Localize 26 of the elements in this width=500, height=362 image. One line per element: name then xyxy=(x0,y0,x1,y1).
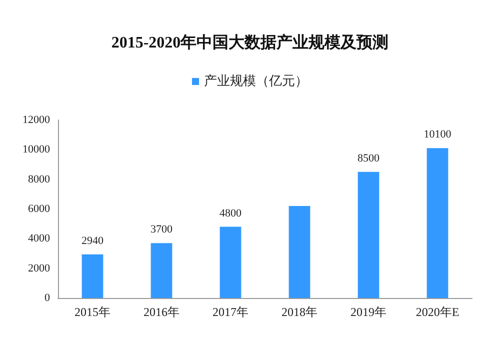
x-tick-label: 2015年 xyxy=(74,305,110,319)
legend-label: 产业规模（亿元） xyxy=(204,74,308,89)
bar xyxy=(82,254,104,298)
data-label: 3700 xyxy=(150,224,173,236)
bar xyxy=(150,243,172,298)
x-tick-label: 2019年 xyxy=(350,305,386,319)
y-tick-label: 2000 xyxy=(28,262,50,274)
bar xyxy=(358,172,380,298)
bar xyxy=(426,148,448,298)
y-tick-label: 8000 xyxy=(28,173,50,186)
chart-title: 2015-2020年中国大数据产业规模及预测 xyxy=(111,34,389,52)
bar xyxy=(220,226,242,298)
data-label: 2940 xyxy=(82,234,104,247)
data-label: 4800 xyxy=(220,207,242,220)
x-tick-label: 2018年 xyxy=(282,305,318,319)
y-tick-label: 10000 xyxy=(22,144,50,156)
y-tick-label: 6000 xyxy=(28,203,50,215)
bar xyxy=(288,206,310,298)
y-tick-label: 12000 xyxy=(22,114,50,126)
data-label: 10100 xyxy=(424,128,452,141)
data-label: 8500 xyxy=(358,152,380,164)
x-tick-label: 2016年 xyxy=(144,305,180,319)
x-tick-label: 2017年 xyxy=(212,305,248,319)
y-tick-label: 0 xyxy=(44,292,50,304)
y-tick-label: 4000 xyxy=(28,232,50,245)
x-tick-label: 2020年E xyxy=(416,305,460,319)
